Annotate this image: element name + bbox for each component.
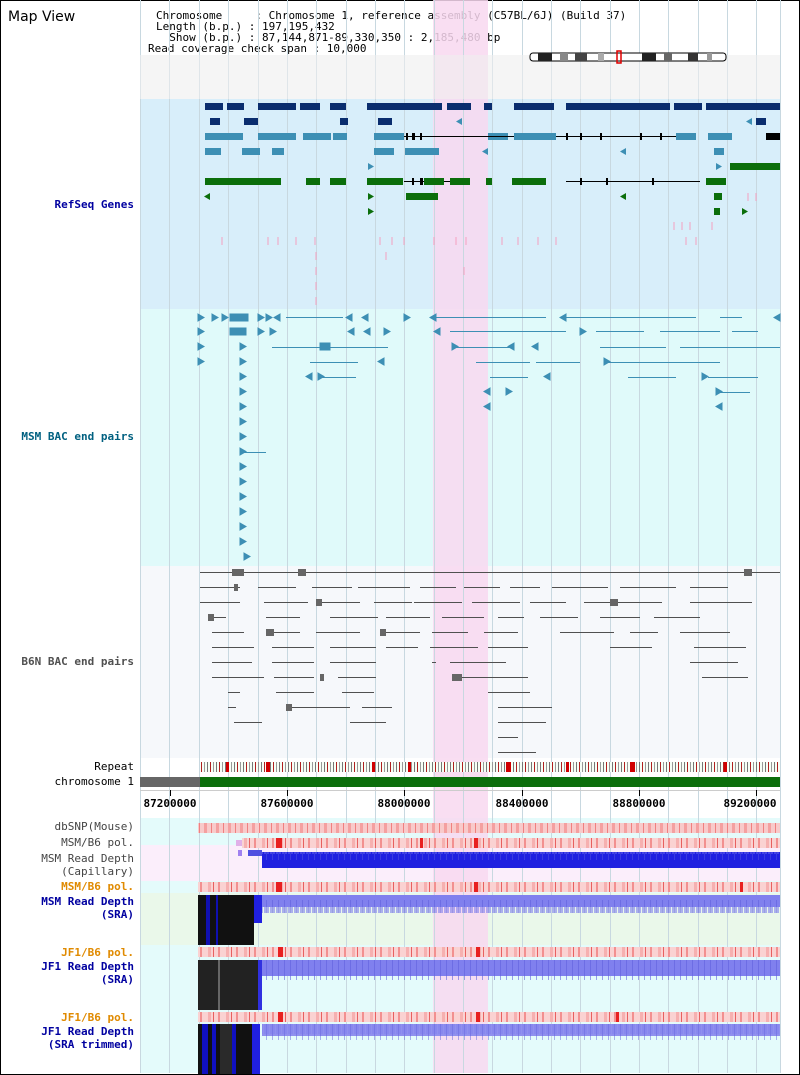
msm-depth-capillary[interactable] bbox=[236, 840, 780, 868]
label-jf1-depth-sra-trimmed: JF1 Read Depth (SRA trimmed) bbox=[41, 1025, 134, 1051]
map-view-title: Map View bbox=[8, 9, 76, 25]
refseq-genes[interactable] bbox=[204, 103, 780, 305]
label-chromosome: chromosome 1 bbox=[54, 775, 134, 788]
chromosome-bar-gap bbox=[140, 777, 200, 787]
b6n-bac-end-pairs[interactable] bbox=[200, 569, 780, 753]
axis-tick-marks bbox=[140, 790, 780, 796]
label-msm-depth-capillary: MSM Read Depth (Capillary) bbox=[41, 852, 134, 878]
label-b6n-bac-end-pairs[interactable]: B6N BAC end pairs bbox=[21, 655, 134, 668]
label-jf1-b6-pol-2: JF1/B6 pol. bbox=[61, 1011, 134, 1024]
axis-tick-label: 87200000 bbox=[143, 797, 197, 810]
jf1-b6-pol-track-1[interactable] bbox=[198, 947, 780, 957]
label-dbsnp: dbSNP(Mouse) bbox=[54, 820, 134, 833]
label-msm-b6-pol-2: MSM/B6 pol. bbox=[61, 880, 134, 893]
dbsnp-track[interactable] bbox=[198, 823, 780, 833]
label-msm-bac-end-pairs[interactable]: MSM BAC end pairs bbox=[21, 430, 134, 443]
axis-tick-label: 88000000 bbox=[377, 797, 431, 810]
length-info: Length (b.p.) : 197,195,432 bbox=[156, 20, 335, 33]
chromosome-ideogram[interactable] bbox=[529, 50, 727, 64]
jf1-depth-sra-trimmed[interactable] bbox=[198, 1024, 780, 1074]
msm-b6-pol-track-1[interactable] bbox=[242, 838, 780, 848]
pol-hotspots bbox=[276, 838, 743, 1022]
label-jf1-depth-sra: JF1 Read Depth (SRA) bbox=[41, 960, 134, 986]
axis-tick-label: 88400000 bbox=[495, 797, 549, 810]
label-repeat: Repeat bbox=[94, 760, 134, 773]
chromosome-bar[interactable] bbox=[200, 777, 780, 787]
repeat-track[interactable] bbox=[200, 762, 780, 772]
ideogram-position-marker bbox=[616, 50, 622, 64]
repeat-red-marks bbox=[226, 762, 727, 772]
axis-tick-label: 89200000 bbox=[723, 797, 777, 810]
jf1-depth-sra[interactable] bbox=[198, 960, 780, 1010]
msm-bac-end-pairs[interactable] bbox=[197, 313, 781, 561]
axis-tick-label: 88800000 bbox=[612, 797, 666, 810]
msm-b6-pol-track-2[interactable] bbox=[198, 882, 780, 892]
label-refseq-genes[interactable]: RefSeq Genes bbox=[54, 198, 134, 211]
label-jf1-b6-pol-1: JF1/B6 pol. bbox=[61, 946, 134, 959]
jf1-b6-pol-track-2[interactable] bbox=[198, 1012, 780, 1022]
axis-tick-label: 87600000 bbox=[260, 797, 314, 810]
label-msm-b6-pol-1: MSM/B6 pol. bbox=[61, 836, 134, 849]
msm-depth-sra[interactable] bbox=[198, 895, 780, 945]
header-shade bbox=[140, 55, 780, 99]
label-msm-depth-sra: MSM Read Depth (SRA) bbox=[41, 895, 134, 921]
